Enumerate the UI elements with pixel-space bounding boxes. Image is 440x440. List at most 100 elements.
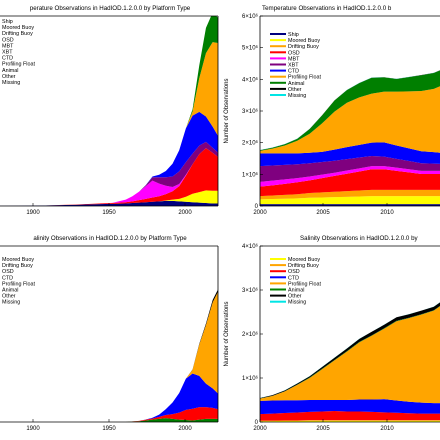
chart-title: Salinity Observations in HadIOD.1.2.0.0 …: [300, 235, 419, 242]
x-tick-label: 2000: [253, 426, 267, 432]
panel-sal-long: alinity Observations in HadIOD.1.2.0.0 b…: [0, 235, 219, 432]
legend-label-animal: Animal: [288, 288, 304, 294]
legend-label-missing: Missing: [2, 80, 20, 86]
legend-label-ctd: CTD: [288, 69, 299, 75]
area-profiling-float: [260, 86, 440, 154]
y-tick-label: 2×10⁶: [242, 140, 259, 147]
area-ctd: [0, 373, 218, 422]
x-tick-label: 2005: [316, 210, 330, 216]
legend-label-moored-buoy: Moored Buoy: [288, 257, 320, 263]
legend-label-ctd: CTD: [2, 275, 13, 281]
y-tick-label: 5×10⁶: [242, 45, 259, 52]
legend-label-other: Other: [288, 87, 302, 93]
y-tick-label: 4×10⁶: [242, 76, 259, 83]
x-tick-label: 1900: [26, 210, 40, 216]
legend-label-osd: OSD: [288, 269, 300, 275]
area-animal: [0, 418, 218, 422]
plot-area: [0, 289, 218, 422]
legend-label-missing: Missing: [288, 93, 306, 99]
legend-label-profiling-float: Profiling Float: [2, 281, 35, 287]
chart-title: Temperature Observations in HadIOD.1.2.0…: [262, 5, 392, 12]
legend-label-animal: Animal: [288, 81, 304, 87]
x-tick-label: 2000: [253, 210, 267, 216]
y-axis-label: Number of Observations: [224, 301, 230, 366]
area-drifting-buoy: [260, 189, 440, 200]
legend-label-xbt: XBT: [2, 50, 13, 56]
y-tick-label: 6×10⁶: [242, 13, 259, 20]
x-tick-label: 2005: [316, 426, 330, 432]
chart-title: alinity Observations in HadIOD.1.2.0.0 b…: [33, 235, 187, 242]
legend-label-ctd: CTD: [288, 275, 299, 281]
plot-area: [260, 70, 440, 206]
y-tick-label: 1×10⁶: [242, 375, 259, 382]
y-tick-label: 4×10⁶: [242, 243, 259, 250]
x-tick-label: 2000: [178, 210, 192, 216]
legend-label-other: Other: [2, 294, 16, 300]
area-other: [260, 302, 440, 399]
y-tick-label: 1×10⁶: [242, 171, 259, 178]
plot-area: [260, 302, 440, 422]
legend-label-missing: Missing: [288, 300, 306, 306]
area-ctd: [260, 399, 440, 415]
legend-label-profiling-float: Profiling Float: [288, 75, 321, 81]
chart-title: perature Observations in HadIOD.1.2.0.0 …: [30, 5, 191, 12]
legend-label-mbt: MBT: [2, 43, 14, 49]
legend-label-other: Other: [2, 74, 16, 80]
area-xbt: [260, 155, 440, 182]
legend-label-xbt: XBT: [288, 63, 299, 69]
area-osd: [260, 169, 440, 197]
legend-label-profiling-float: Profiling Float: [2, 62, 35, 68]
y-tick-label: 2×10⁶: [242, 331, 259, 338]
area-ctd: [0, 111, 218, 206]
legend-label-drifting-buoy: Drifting Buoy: [2, 31, 33, 37]
legend-label-ship: Ship: [2, 19, 13, 25]
legend-label-missing: Missing: [2, 300, 20, 306]
x-tick-label: 1950: [102, 426, 116, 432]
area-osd: [0, 407, 218, 422]
legend-label-animal: Animal: [2, 288, 18, 294]
legend-label-ctd: CTD: [2, 56, 13, 62]
legend-label-osd: OSD: [2, 269, 14, 275]
panel-sal-recent: Salinity Observations in HadIOD.1.2.0.0 …: [224, 235, 440, 432]
plot-area: [0, 16, 218, 206]
legend-label-osd: OSD: [2, 37, 14, 43]
legend-label-animal: Animal: [2, 68, 18, 74]
y-tick-label: 3×10⁶: [242, 287, 259, 294]
area-mbt: [260, 166, 440, 187]
area-animal: [260, 70, 440, 151]
area-osd: [260, 411, 440, 421]
legend-label-osd: OSD: [288, 50, 300, 56]
x-tick-label: 2010: [380, 426, 394, 432]
legend-label-drifting-buoy: Drifting Buoy: [288, 44, 319, 50]
x-tick-label: 1950: [102, 210, 116, 216]
area-profiling-float: [260, 306, 440, 404]
panel-temp-recent: Temperature Observations in HadIOD.1.2.0…: [224, 5, 440, 216]
y-tick-label: 0: [255, 420, 259, 426]
x-tick-label: 1900: [26, 426, 40, 432]
x-tick-label: 2010: [380, 210, 394, 216]
panel-temp-long: perature Observations in HadIOD.1.2.0.0 …: [0, 5, 219, 216]
area-ship: [260, 204, 440, 206]
y-tick-label: 0: [255, 204, 259, 210]
legend-label-moored-buoy: Moored Buoy: [2, 25, 34, 31]
legend-label-drifting-buoy: Drifting Buoy: [2, 263, 33, 269]
y-tick-label: 3×10⁶: [242, 108, 259, 115]
legend-label-moored-buoy: Moored Buoy: [288, 38, 320, 44]
area-mbt: [0, 148, 218, 206]
area-drifting-buoy: [260, 420, 440, 422]
legend-label-drifting-buoy: Drifting Buoy: [288, 263, 319, 269]
legend-label-other: Other: [288, 294, 302, 300]
y-axis-label: Number of Observations: [224, 78, 230, 143]
area-moored-buoy: [260, 196, 440, 205]
legend-label-ship: Ship: [288, 32, 299, 38]
area-ctd: [260, 142, 440, 167]
legend-label-moored-buoy: Moored Buoy: [2, 257, 34, 263]
x-tick-label: 2000: [178, 426, 192, 432]
area-ship: [0, 200, 218, 206]
legend-label-mbt: MBT: [288, 56, 300, 62]
